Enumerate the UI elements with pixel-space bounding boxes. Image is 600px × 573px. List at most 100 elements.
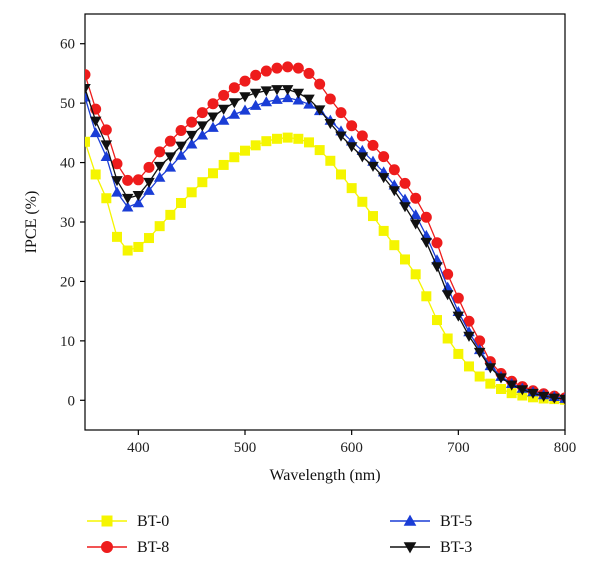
data-point [432,315,442,326]
data-point [175,141,187,152]
data-point [496,383,506,394]
data-point [516,385,529,396]
data-point [378,225,389,236]
data-point [506,388,517,399]
data-point [495,373,507,384]
data-point [324,93,336,105]
data-point [304,137,314,148]
data-point [207,98,219,110]
data-point [228,82,240,94]
data-point [367,161,379,172]
legend: BT-0 BT-8 BT-5 BT-3 [87,513,472,556]
data-point [357,196,368,207]
data-point [517,390,528,401]
data-point [431,262,443,273]
data-point [101,193,112,204]
legend-label: BT-3 [440,539,472,556]
data-point [164,135,176,147]
x-axis-title: Wavelength (nm) [269,467,380,484]
data-point [345,142,358,153]
legend-marker [101,541,113,553]
data-point [527,388,539,399]
series-line [85,97,565,400]
x-tick-label: 600 [340,440,363,456]
data-point [240,145,250,156]
data-point [367,139,379,151]
data-point [153,171,166,182]
data-point [143,161,155,173]
y-tick-label: 0 [68,393,76,409]
data-point [121,193,134,204]
data-point [388,164,400,176]
data-point [175,149,187,160]
data-point [260,65,272,77]
data-point [239,104,251,115]
legend-item: BT-3 [390,539,472,556]
data-point [356,130,368,142]
y-tick-label: 40 [60,156,75,172]
data-point [463,331,475,342]
data-point [239,75,251,87]
data-point [548,393,561,404]
data-point [281,92,294,103]
data-point [452,292,464,304]
data-point [154,221,165,232]
data-point [335,131,347,142]
data-point [420,237,433,248]
data-point [207,112,219,123]
data-point [132,174,144,186]
series-line [85,136,565,401]
data-point [473,347,486,358]
data-point [228,108,241,119]
data-point [272,133,282,144]
x-tick-label: 400 [127,440,150,456]
data-point [292,94,305,105]
data-point [85,83,91,95]
data-point [239,92,251,103]
data-point [281,85,294,96]
data-point [452,311,465,322]
data-point [249,88,262,99]
y-tick-label: 20 [60,274,75,290]
data-point [441,281,454,292]
data-point [346,183,357,194]
series-bt-3 [85,83,565,405]
data-point [293,133,304,144]
data-point [111,186,123,197]
legend-label: BT-8 [137,539,169,556]
data-point [409,209,422,220]
data-point [271,62,283,74]
data-point [143,177,155,188]
data-point [324,119,337,130]
legend-label: BT-0 [137,513,169,530]
legend-marker [403,542,417,554]
data-point [292,62,304,74]
data-point [100,150,113,161]
data-point [89,116,102,127]
data-point [410,192,422,204]
data-point [474,371,485,382]
data-point [399,193,411,204]
x-tick-label: 800 [554,440,577,456]
data-point [250,140,261,151]
data-point [399,177,411,189]
data-point [85,69,91,81]
data-point [218,89,230,101]
data-point [100,140,113,151]
data-point [208,168,218,179]
series-line [85,88,565,400]
data-point [410,269,421,280]
data-point [112,231,122,242]
x-tick-label: 700 [447,440,470,456]
data-point [484,363,497,374]
legend-marker [101,515,113,527]
y-tick-label: 50 [60,96,75,112]
data-point [196,129,209,140]
data-point [336,169,346,180]
data-point [388,186,401,197]
data-point [303,67,315,79]
data-point [143,184,155,195]
data-point [282,132,293,143]
data-point [133,241,144,252]
data-point [346,120,358,132]
